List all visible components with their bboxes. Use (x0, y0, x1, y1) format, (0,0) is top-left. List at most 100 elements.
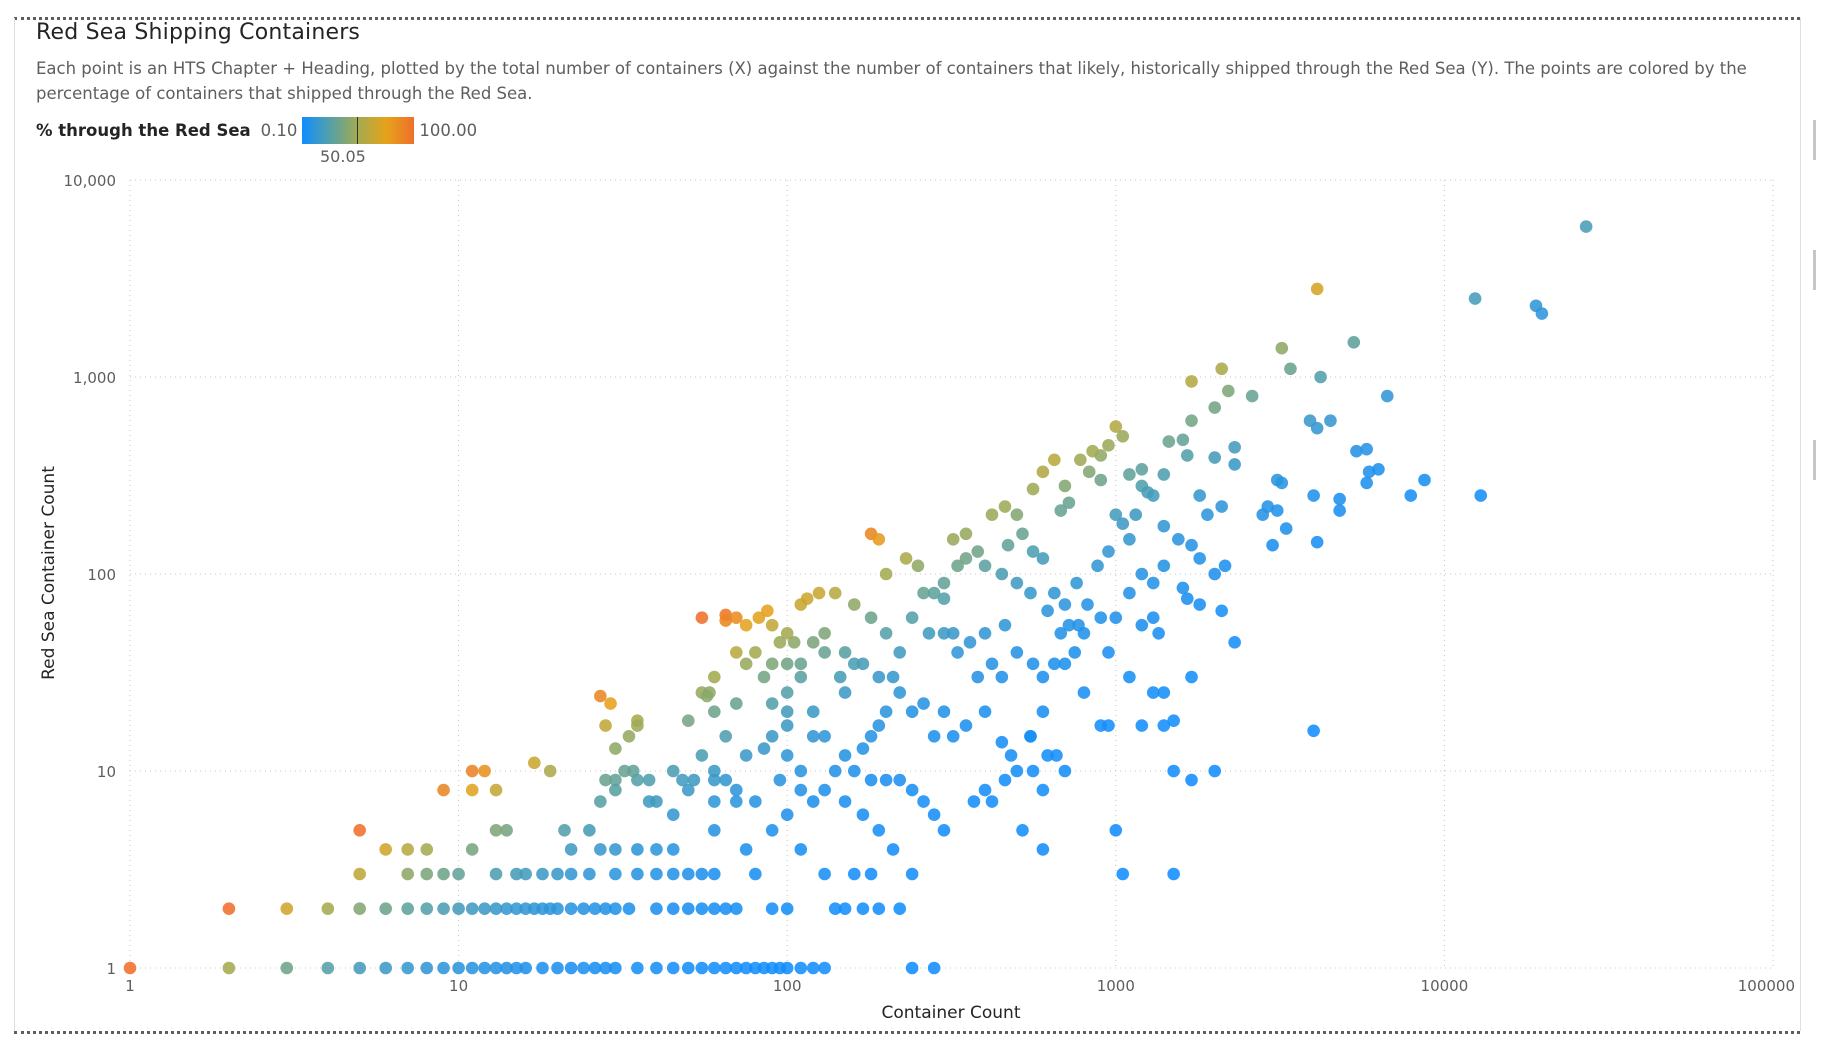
scatter-point[interactable] (1176, 581, 1190, 595)
scroll-indicator-bottom[interactable] (1813, 440, 1816, 480)
scatter-point[interactable] (1193, 489, 1206, 502)
scatter-point[interactable] (1167, 764, 1180, 778)
scatter-point[interactable] (1535, 307, 1549, 320)
scatter-point[interactable] (978, 705, 992, 718)
scatter-point[interactable] (1146, 686, 1160, 699)
scatter-point[interactable] (794, 843, 808, 856)
scatter-point[interactable] (959, 719, 973, 732)
scatter-point[interactable] (1135, 567, 1149, 581)
scatter-point[interactable] (780, 657, 794, 671)
scatter-point[interactable] (695, 961, 709, 975)
scatter-point[interactable] (700, 689, 714, 703)
scatter-point[interactable] (856, 657, 870, 671)
scatter-point[interactable] (604, 697, 617, 710)
scatter-point[interactable] (893, 646, 907, 659)
scatter-point[interactable] (749, 646, 762, 659)
scatter-point[interactable] (1180, 592, 1194, 605)
scatter-point[interactable] (1404, 489, 1418, 502)
scatter-point[interactable] (1275, 341, 1289, 355)
scatter-point[interactable] (1062, 496, 1076, 510)
scatter-point[interactable] (1146, 576, 1160, 590)
scatter-point[interactable] (1026, 764, 1040, 778)
scatter-point[interactable] (847, 764, 861, 778)
scatter-point[interactable] (719, 961, 733, 975)
scatter-point[interactable] (650, 843, 663, 856)
scatter-point[interactable] (1215, 362, 1228, 376)
scatter-point[interactable] (465, 961, 479, 975)
scatter-point[interactable] (564, 867, 578, 881)
scatter-point[interactable] (752, 611, 766, 625)
scatter-point[interactable] (998, 773, 1012, 787)
scatter-point[interactable] (1123, 468, 1136, 481)
scatter-point[interactable] (800, 592, 814, 605)
scatter-point[interactable] (1201, 508, 1214, 521)
scatter-point[interactable] (1180, 449, 1194, 462)
scatter-point[interactable] (757, 670, 771, 684)
scatter-point[interactable] (588, 961, 602, 975)
scatter-point[interactable] (489, 961, 503, 975)
scatter-point[interactable] (1016, 824, 1029, 837)
scatter-point[interactable] (618, 764, 631, 778)
scatter-point[interactable] (1094, 611, 1108, 625)
scatter-point[interactable] (420, 961, 434, 975)
scatter-point[interactable] (879, 567, 893, 581)
scatter-point[interactable] (666, 902, 680, 915)
scatter-point[interactable] (321, 961, 335, 975)
scatter-point[interactable] (985, 657, 999, 671)
scatter-point[interactable] (452, 961, 465, 975)
scatter-point[interactable] (1167, 867, 1180, 881)
scatter-point[interactable] (1082, 465, 1096, 479)
scatter-point[interactable] (687, 773, 701, 787)
scatter-point[interactable] (519, 902, 532, 915)
scatter-point[interactable] (353, 961, 366, 975)
scatter-point[interactable] (666, 961, 680, 975)
scatter-point[interactable] (1279, 522, 1293, 535)
scatter-point[interactable] (489, 824, 503, 837)
scatter-point[interactable] (1058, 657, 1072, 671)
scatter-point[interactable] (927, 586, 941, 600)
scatter-point[interactable] (1157, 559, 1171, 573)
scatter-point[interactable] (1058, 598, 1072, 611)
scatter-point[interactable] (719, 902, 733, 915)
scatter-point[interactable] (437, 961, 450, 975)
scatter-point[interactable] (353, 902, 366, 915)
scatter-point[interactable] (280, 961, 294, 975)
scatter-point[interactable] (666, 764, 680, 778)
scatter-point[interactable] (1109, 508, 1123, 521)
scatter-point[interactable] (437, 783, 450, 797)
scatter-point[interactable] (564, 961, 578, 975)
scatter-point[interactable] (1222, 384, 1235, 398)
scatter-point[interactable] (1016, 527, 1029, 541)
scatter-point[interactable] (765, 697, 779, 710)
scatter-point[interactable] (899, 552, 913, 565)
scatter-point[interactable] (519, 867, 532, 881)
scatter-point[interactable] (739, 749, 753, 762)
scatter-point[interactable] (856, 808, 870, 822)
scatter-point[interactable] (681, 961, 695, 975)
scatter-point[interactable] (729, 697, 743, 710)
scatter-point[interactable] (847, 598, 861, 611)
scatter-point[interactable] (622, 902, 636, 915)
scatter-point[interactable] (1010, 508, 1024, 521)
scatter-point[interactable] (1185, 414, 1198, 428)
scatter-point[interactable] (749, 961, 762, 975)
scatter-point[interactable] (847, 867, 861, 881)
scatter-point[interactable] (847, 657, 861, 671)
scatter-point[interactable] (1077, 627, 1091, 640)
scatter-point[interactable] (588, 902, 602, 915)
scatter-point[interactable] (937, 576, 951, 590)
scatter-point[interactable] (838, 749, 852, 762)
scatter-point[interactable] (1123, 670, 1136, 684)
scatter-point[interactable] (379, 843, 393, 856)
scatter-point[interactable] (222, 902, 236, 915)
scatter-point[interactable] (536, 867, 549, 881)
scatter-point[interactable] (985, 508, 999, 521)
scatter-point[interactable] (893, 902, 907, 915)
scatter-point[interactable] (1152, 627, 1165, 640)
scatter-point[interactable] (828, 902, 842, 915)
scatter-point[interactable] (401, 961, 414, 975)
scatter-point[interactable] (749, 867, 762, 881)
scatter-point[interactable] (681, 714, 695, 728)
scatter-point[interactable] (321, 902, 335, 915)
